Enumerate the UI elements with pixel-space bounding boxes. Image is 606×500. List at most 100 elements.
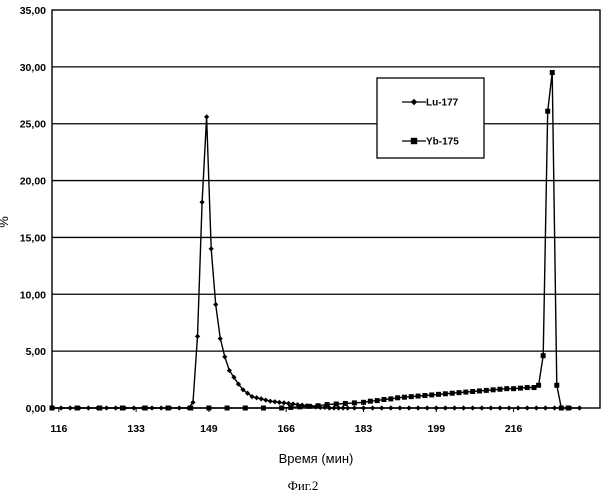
legend-label-lu177: Lu-177 xyxy=(426,98,459,109)
data-point xyxy=(536,383,541,388)
data-point xyxy=(554,383,559,388)
data-point xyxy=(204,114,209,119)
data-point xyxy=(316,403,321,408)
data-point xyxy=(470,389,475,394)
data-point xyxy=(457,390,462,395)
data-point xyxy=(268,399,273,404)
series-group xyxy=(49,70,582,411)
x-tick-label: 166 xyxy=(277,423,295,435)
figure-caption: Фиг.2 xyxy=(0,478,606,494)
data-point xyxy=(397,405,402,410)
data-point xyxy=(352,400,357,405)
x-tick-label: 183 xyxy=(355,423,373,435)
data-point xyxy=(368,399,373,404)
x-axis-title: Время (мин) xyxy=(279,451,354,466)
data-point xyxy=(334,402,339,407)
data-point xyxy=(50,406,55,411)
x-tick-label: 199 xyxy=(428,423,446,435)
y-tick-label: 10,00 xyxy=(20,289,46,301)
data-point xyxy=(488,405,493,410)
y-axis-title: % xyxy=(0,216,11,228)
data-point xyxy=(306,404,311,409)
data-point xyxy=(281,400,286,405)
data-point xyxy=(199,200,204,205)
plot-area xyxy=(52,10,600,408)
y-tick-label: 0,00 xyxy=(26,403,47,415)
y-tick-label: 20,00 xyxy=(20,176,46,188)
data-point xyxy=(534,405,539,410)
data-point xyxy=(484,388,489,393)
series-line xyxy=(52,117,580,408)
data-point xyxy=(361,400,366,405)
y-tick-label: 5,00 xyxy=(26,346,47,358)
data-point xyxy=(566,406,571,411)
data-point xyxy=(388,396,393,401)
data-point xyxy=(577,405,582,410)
data-point xyxy=(381,397,386,402)
data-point xyxy=(297,404,302,409)
data-point xyxy=(277,400,282,405)
data-point xyxy=(545,109,550,114)
data-point xyxy=(263,397,268,402)
data-point xyxy=(352,405,357,410)
data-point xyxy=(463,390,468,395)
data-point xyxy=(550,70,555,75)
data-point xyxy=(436,392,441,397)
y-axis: 0,005,0010,0015,0020,0025,0030,0035,00 xyxy=(20,5,46,415)
data-point xyxy=(195,334,200,339)
data-point xyxy=(120,406,125,411)
data-point xyxy=(188,406,193,411)
data-point xyxy=(504,386,509,391)
series-line xyxy=(52,73,568,409)
data-point xyxy=(288,405,293,410)
data-point xyxy=(379,405,384,410)
grid xyxy=(52,67,600,351)
data-point xyxy=(222,354,227,359)
data-point xyxy=(450,391,455,396)
data-point xyxy=(525,405,530,410)
data-point xyxy=(206,406,211,411)
data-point xyxy=(559,406,564,411)
data-point xyxy=(395,395,400,400)
data-point xyxy=(425,405,430,410)
data-point xyxy=(452,405,457,410)
data-point xyxy=(406,405,411,410)
data-point xyxy=(361,405,366,410)
data-point xyxy=(143,406,148,411)
data-point xyxy=(443,391,448,396)
data-point xyxy=(75,406,80,411)
y-tick-label: 30,00 xyxy=(20,62,46,74)
data-point xyxy=(370,405,375,410)
y-tick-label: 35,00 xyxy=(20,5,46,17)
data-point xyxy=(518,386,523,391)
data-point xyxy=(97,406,102,411)
data-point xyxy=(225,406,230,411)
data-point xyxy=(541,353,546,358)
data-point xyxy=(218,336,223,341)
data-point xyxy=(443,405,448,410)
data-point xyxy=(516,405,521,410)
data-point xyxy=(388,405,393,410)
legend: Lu-177 Yb-175 xyxy=(377,78,484,158)
data-point xyxy=(279,406,284,411)
x-tick-label: 116 xyxy=(50,423,67,435)
data-point xyxy=(402,395,407,400)
data-point xyxy=(497,405,502,410)
data-point xyxy=(497,387,502,392)
data-point xyxy=(479,405,484,410)
data-point xyxy=(491,387,496,392)
data-point xyxy=(461,405,466,410)
data-point xyxy=(415,405,420,410)
series-yb-175 xyxy=(50,70,571,410)
data-point xyxy=(416,394,421,399)
data-point xyxy=(345,405,350,410)
data-point xyxy=(209,246,214,251)
y-tick-label: 15,00 xyxy=(20,232,46,244)
data-point xyxy=(422,393,427,398)
data-point xyxy=(325,402,330,407)
data-point xyxy=(375,398,380,403)
x-tick-label: 216 xyxy=(505,423,523,435)
data-point xyxy=(525,385,530,390)
series-lu-177 xyxy=(49,114,582,410)
